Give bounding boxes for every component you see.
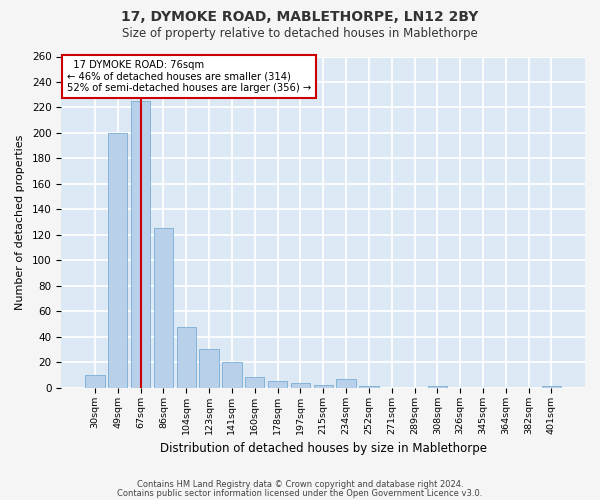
Bar: [245, 378, 265, 388]
Bar: [222, 362, 242, 388]
Bar: [154, 228, 173, 388]
Bar: [359, 386, 379, 388]
Bar: [337, 378, 356, 388]
Text: Contains HM Land Registry data © Crown copyright and database right 2024.: Contains HM Land Registry data © Crown c…: [137, 480, 463, 489]
Text: Contains public sector information licensed under the Open Government Licence v3: Contains public sector information licen…: [118, 489, 482, 498]
Bar: [176, 326, 196, 388]
Bar: [428, 386, 447, 388]
Bar: [542, 386, 561, 388]
Text: 17 DYMOKE ROAD: 76sqm
← 46% of detached houses are smaller (314)
52% of semi-det: 17 DYMOKE ROAD: 76sqm ← 46% of detached …: [67, 60, 311, 93]
Bar: [85, 375, 104, 388]
X-axis label: Distribution of detached houses by size in Mablethorpe: Distribution of detached houses by size …: [160, 442, 487, 455]
Bar: [131, 101, 150, 388]
Bar: [108, 133, 127, 388]
Text: 17, DYMOKE ROAD, MABLETHORPE, LN12 2BY: 17, DYMOKE ROAD, MABLETHORPE, LN12 2BY: [121, 10, 479, 24]
Bar: [199, 350, 219, 388]
Bar: [268, 382, 287, 388]
Y-axis label: Number of detached properties: Number of detached properties: [15, 134, 25, 310]
Bar: [314, 385, 333, 388]
Bar: [290, 382, 310, 388]
Text: Size of property relative to detached houses in Mablethorpe: Size of property relative to detached ho…: [122, 28, 478, 40]
